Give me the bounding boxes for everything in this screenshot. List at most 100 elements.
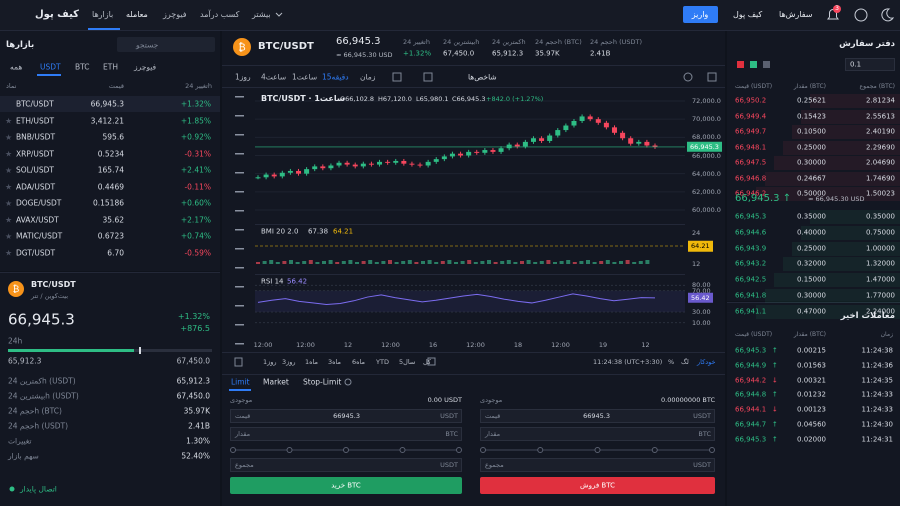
- candle: [287, 170, 293, 173]
- precision-value[interactable]: 0.1: [850, 60, 862, 68]
- ohlc-value: O66,102.8: [340, 94, 375, 103]
- interval[interactable]: 1روز: [235, 72, 251, 82]
- range-button[interactable]: 3ماه: [328, 357, 342, 366]
- market-symbol[interactable]: ADA/USDT: [16, 181, 56, 191]
- y-tick-label: 12: [692, 259, 701, 268]
- order-tab[interactable]: Limit: [231, 377, 250, 387]
- nav-link[interactable]: کسب درآمد: [200, 10, 240, 19]
- nav-link[interactable]: کیف پول: [733, 10, 763, 19]
- range-button[interactable]: 6ماه: [352, 357, 366, 366]
- tab-underline: [229, 389, 251, 391]
- depth-bar: [783, 257, 900, 272]
- stat-label: کمترین 24h (USDT): [8, 376, 76, 386]
- market-symbol[interactable]: AVAX/USDT: [16, 214, 59, 224]
- range-button[interactable]: 3روز: [282, 357, 296, 366]
- volume-bar: [546, 260, 551, 264]
- interval[interactable]: 15دقیقه: [322, 72, 349, 82]
- deposit-button[interactable]: [683, 6, 718, 23]
- precision-select[interactable]: [845, 58, 895, 71]
- y-tick-label: 68,000.0: [692, 133, 721, 142]
- drawing-tool: [235, 115, 244, 117]
- volume-bar: [322, 261, 326, 264]
- volume-bar: [394, 262, 399, 264]
- field-unit: USDT: [693, 460, 711, 469]
- order-tab[interactable]: Market: [263, 377, 289, 387]
- volume-bar: [493, 262, 498, 264]
- range-button[interactable]: 5سال: [399, 357, 416, 366]
- tab[interactable]: فیوچرز: [134, 62, 157, 72]
- market-symbol[interactable]: BNB/USDT: [16, 132, 56, 142]
- tool-icon: [392, 72, 402, 82]
- sell-button[interactable]: [480, 477, 715, 494]
- price-field[interactable]: [480, 409, 715, 423]
- deposit-text[interactable]: واریز: [691, 10, 709, 19]
- nav-link[interactable]: بازارها: [92, 10, 114, 19]
- view-icon: [763, 61, 770, 68]
- candle: [296, 170, 302, 174]
- book-total: 2.40190: [866, 127, 895, 136]
- stat-value: 52.40%: [181, 451, 210, 461]
- depth-bar: [783, 140, 900, 155]
- market-symbol[interactable]: DOGE/USDT: [16, 198, 62, 208]
- amount-field[interactable]: [480, 427, 715, 441]
- nav-link[interactable]: معامله: [126, 10, 148, 19]
- market-symbol[interactable]: BTC/USDT: [16, 99, 54, 109]
- depth-bar: [765, 289, 900, 303]
- submit-text[interactable]: فروش BTC: [580, 481, 615, 489]
- drawing-tool: [235, 96, 244, 98]
- volume-bar: [553, 262, 557, 264]
- trade-arrow: ↓: [772, 405, 778, 414]
- volume-bar: [645, 260, 650, 264]
- interval[interactable]: 1ساعت: [292, 72, 318, 82]
- candle: [263, 174, 269, 178]
- candle: [320, 166, 326, 169]
- amount-field[interactable]: [230, 427, 462, 441]
- scale-option[interactable]: %: [668, 357, 675, 366]
- market-symbol[interactable]: XRP/USDT: [16, 148, 55, 158]
- nav-link[interactable]: بیشتر: [252, 10, 271, 19]
- candle: [377, 161, 383, 165]
- range-button[interactable]: 1روز: [263, 357, 277, 366]
- drawing-tool: [235, 153, 244, 155]
- field-label: مقدار: [485, 429, 501, 438]
- range-button[interactable]: کل: [423, 357, 432, 366]
- range-button[interactable]: YTD: [376, 357, 389, 366]
- price-field[interactable]: [230, 409, 462, 423]
- buy-button[interactable]: [230, 477, 462, 494]
- scale-option[interactable]: لگ: [681, 357, 689, 366]
- stat-label: تغییرات: [8, 436, 32, 446]
- mid-price: 66,945.3 ↑: [735, 193, 792, 204]
- market-symbol[interactable]: MATIC/USDT: [16, 231, 63, 241]
- tab[interactable]: ETH: [103, 62, 118, 72]
- time-button[interactable]: زمان: [360, 72, 376, 82]
- market-change: -0.31%: [184, 148, 211, 158]
- candle: [441, 156, 447, 160]
- order-tab[interactable]: Stop-Limit: [303, 377, 342, 387]
- drawing-tool: [235, 191, 244, 193]
- interval[interactable]: 4ساعت: [261, 72, 287, 82]
- range-button[interactable]: 1ماه: [305, 357, 319, 366]
- balance-value: 0.00 USDT: [427, 395, 462, 404]
- tab-underline: [37, 74, 61, 76]
- drawing-tool: [235, 305, 244, 307]
- slider-dot: [709, 447, 715, 453]
- tab[interactable]: همه: [10, 62, 23, 72]
- nav-link[interactable]: فیوچرز: [163, 10, 187, 19]
- tab[interactable]: BTC: [75, 62, 90, 72]
- slider-dot: [480, 447, 486, 453]
- tab[interactable]: USDT: [40, 62, 61, 72]
- market-symbol[interactable]: DGT/USDT: [16, 247, 56, 257]
- indicators-button[interactable]: شاخص‌ها: [468, 72, 497, 82]
- market-symbol[interactable]: SOL/USDT: [16, 165, 54, 175]
- nav-link[interactable]: سفارش‌ها: [779, 10, 813, 19]
- total-field[interactable]: [480, 458, 715, 472]
- search-box[interactable]: [117, 37, 215, 52]
- book-amount: 0.10500: [797, 127, 826, 136]
- volume-bar: [302, 261, 307, 264]
- scale-option[interactable]: خودکار: [697, 357, 716, 366]
- total-field[interactable]: [230, 458, 462, 472]
- market-symbol[interactable]: ETH/USDT: [16, 115, 55, 125]
- book-total: 1.77000: [866, 291, 895, 300]
- submit-text[interactable]: خرید BTC: [331, 481, 361, 489]
